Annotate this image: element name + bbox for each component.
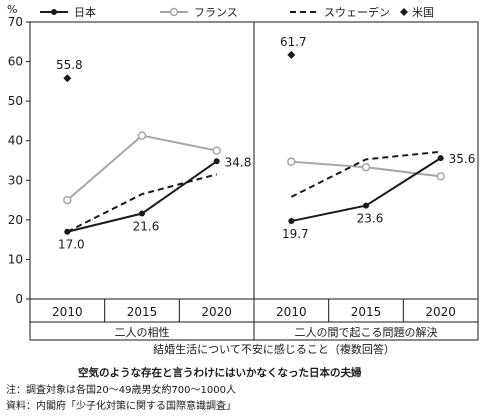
series-line <box>290 150 441 198</box>
series-line <box>66 173 217 233</box>
x-tick-label: 2015 <box>351 305 382 319</box>
line-chart: 0 10 20 30 40 50 60 70% 2010 2015 2020 二人の相性 17.0 21.… <box>7 3 479 356</box>
data-point <box>139 210 145 217</box>
group-label: 二人の相性 <box>115 325 170 339</box>
y-tick-label: 0 <box>15 292 23 306</box>
data-point <box>64 228 71 235</box>
y-tick-label: 60 <box>8 55 23 69</box>
data-label: 23.6 <box>357 212 384 226</box>
data-point <box>287 157 296 166</box>
series-line <box>66 134 217 201</box>
legend-marker <box>400 8 408 16</box>
x-tick-label: 2015 <box>127 305 158 319</box>
group-label: 二人の間で起こる問題の解決 <box>295 325 438 339</box>
data-point <box>213 158 220 165</box>
data-label: 17.0 <box>58 238 85 252</box>
chart-note: 注：調査対象は各国20～49歳男女約700～1000人 <box>6 385 236 396</box>
data-label: 19.7 <box>282 227 309 241</box>
legend-marker <box>51 9 57 15</box>
legend-label: 日本 <box>74 5 96 19</box>
y-tick-label: 10 <box>8 252 23 266</box>
x-tick-label: 2020 <box>425 305 456 319</box>
data-point <box>63 74 72 83</box>
data-label: 21.6 <box>133 220 160 234</box>
data-point <box>361 162 371 172</box>
data-point <box>288 218 295 225</box>
x-tick-label: 2010 <box>276 305 307 319</box>
y-tick-label: 20 <box>8 213 23 227</box>
legend-label: 米国 <box>412 6 434 19</box>
x-tick-label: 2020 <box>201 305 232 319</box>
data-point <box>137 131 147 140</box>
data-label: 35.6 <box>449 152 476 166</box>
data-point <box>287 50 296 59</box>
y-unit-label: % <box>7 3 17 16</box>
y-tick-label: 40 <box>8 134 23 148</box>
y-tick-label: 70 <box>8 15 23 29</box>
y-tick-label: 50 <box>8 94 23 108</box>
data-point <box>436 172 445 181</box>
data-label: 61.7 <box>280 35 307 49</box>
y-tick-label: 30 <box>8 173 23 187</box>
chart-caption-title: 空気のような存在と言うわけにはいかなくなった日本の夫婦 <box>78 367 362 379</box>
data-point <box>363 202 369 209</box>
data-point <box>437 155 444 162</box>
data-point <box>63 195 72 205</box>
x-axis-label: 結婚生活について不安に感じること（複数回答） <box>153 342 395 356</box>
data-label: 55.8 <box>56 58 83 72</box>
legend-label: フランス <box>194 6 238 19</box>
chart-source: 資料：内閣府「少子化対策に関する国際意識調査」 <box>6 401 236 412</box>
x-tick-label: 2010 <box>52 305 83 319</box>
legend-label: スウェーデン <box>324 5 390 19</box>
legend-marker <box>169 7 179 17</box>
data-point <box>212 146 221 155</box>
data-label: 34.8 <box>225 155 252 169</box>
